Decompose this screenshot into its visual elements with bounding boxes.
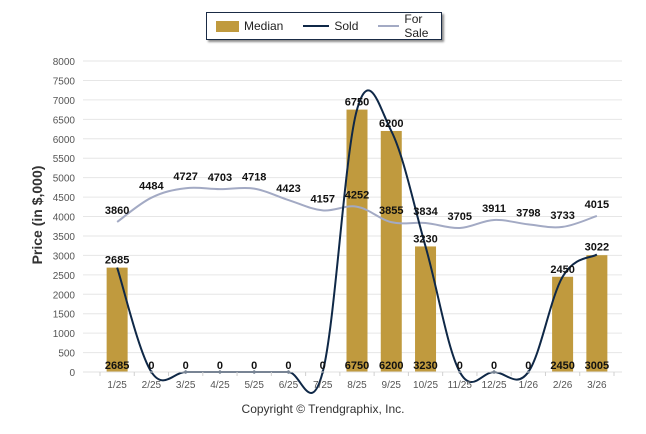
x-tick-label: 4/25 <box>210 380 230 391</box>
median-bar <box>586 255 608 372</box>
median-data-label: 0 <box>457 360 463 372</box>
x-tick-label: 3/25 <box>176 380 196 391</box>
x-tick-label: 12/25 <box>482 380 507 391</box>
for-sale-data-label: 3733 <box>550 210 574 222</box>
for-sale-data-label: 3798 <box>516 207 540 219</box>
x-tick-label: 8/25 <box>347 380 367 391</box>
legend: Median Sold For Sale <box>206 12 442 40</box>
x-tick-label: 1/25 <box>107 380 127 391</box>
for-sale-data-label: 4015 <box>585 199 609 211</box>
y-tick-label: 2500 <box>53 271 76 282</box>
sold-data-label: 2685 <box>105 255 129 267</box>
x-tick-label: 10/25 <box>413 380 438 391</box>
median-data-label: 0 <box>285 360 291 372</box>
sold-data-label: 6750 <box>345 97 369 109</box>
median-data-label: 0 <box>251 360 257 372</box>
median-data-label: 2450 <box>550 360 574 372</box>
median-bar <box>415 246 437 372</box>
for-sale-data-label: 3834 <box>413 206 438 218</box>
median-bar <box>346 109 368 372</box>
x-tick-label: 2/25 <box>142 380 162 391</box>
for-sale-swatch-icon <box>378 25 400 27</box>
median-bar <box>552 276 574 372</box>
median-data-label: 3005 <box>585 360 609 372</box>
median-data-label: 3230 <box>413 360 437 372</box>
y-tick-label: 0 <box>69 368 75 379</box>
y-tick-label: 7000 <box>53 96 76 107</box>
x-tick-label: 2/26 <box>553 380 573 391</box>
y-tick-label: 7500 <box>53 76 76 87</box>
for-sale-data-label: 3860 <box>105 205 129 217</box>
median-data-label: 0 <box>183 360 189 372</box>
copyright: Copyright © Trendgraphix, Inc. <box>241 402 405 416</box>
y-tick-label: 3000 <box>53 251 76 262</box>
median-bar <box>106 267 128 372</box>
for-sale-data-label: 4484 <box>139 181 164 193</box>
for-sale-data-label: 4423 <box>276 183 300 195</box>
x-axis: 1/25 2/25 3/25 4/25 5/25 6/25 7/25 8/25 9/25 10/2… <box>83 371 622 391</box>
y-tick-label: 8000 <box>53 57 76 68</box>
for-sale-data-label: 4703 <box>208 172 232 184</box>
sold-data-label: 3022 <box>585 242 609 254</box>
sold-swatch-icon <box>303 25 330 27</box>
y-axis-label: Price (in $,000) <box>29 165 45 265</box>
for-sale-series <box>116 186 598 229</box>
y-tick-label: 6000 <box>53 135 76 146</box>
median-data-label: 0 <box>217 360 223 372</box>
for-sale-data-label: 4727 <box>173 171 197 183</box>
median-data-label: 6750 <box>345 360 369 372</box>
median-bars <box>106 109 608 372</box>
y-tick-label: 1000 <box>53 329 76 340</box>
median-data-label: 0 <box>148 360 154 372</box>
y-tick-label: 5000 <box>53 174 76 185</box>
y-tick-label: 2000 <box>53 290 76 301</box>
sold-data-label: 6200 <box>379 118 403 130</box>
x-tick-label: 1/26 <box>519 380 539 391</box>
median-data-label: 6200 <box>379 360 403 372</box>
sold-data-label: 2450 <box>550 264 574 276</box>
x-tick-label: 7/25 <box>313 380 333 391</box>
median-data-label: 0 <box>491 360 497 372</box>
legend-item-for-sale[interactable]: For Sale <box>378 12 441 40</box>
for-sale-data-label: 4157 <box>310 193 334 205</box>
legend-item-sold[interactable]: Sold <box>303 19 358 33</box>
for-sale-line <box>116 186 598 229</box>
legend-item-median[interactable]: Median <box>216 19 283 33</box>
x-tick-label: 9/25 <box>382 380 402 391</box>
x-tick-label: 5/25 <box>244 380 264 391</box>
y-tick-label: 4500 <box>53 193 76 204</box>
x-tick-label: 11/25 <box>448 380 473 391</box>
y-tick-label: 500 <box>58 349 75 360</box>
for-sale-data-label: 3911 <box>482 203 506 215</box>
y-tick-label: 1500 <box>53 310 76 321</box>
median-data-label: 2685 <box>105 360 129 372</box>
y-tick-label: 5500 <box>53 154 76 165</box>
median-data-label: 0 <box>525 360 531 372</box>
y-tick-label: 3500 <box>53 232 76 243</box>
data-labels: 3860 4484 4727 4703 4718 4423 4157 4252 3855 3834… <box>105 97 609 372</box>
for-sale-data-label: 4718 <box>242 172 266 184</box>
legend-label-for-sale: For Sale <box>404 12 429 40</box>
y-tick-label: 6500 <box>53 115 76 126</box>
median-bar <box>380 130 402 372</box>
for-sale-data-label: 4252 <box>345 190 369 202</box>
for-sale-data-label: 3855 <box>379 205 403 217</box>
y-axis-ticks: 0 500 1000 1500 2000 2500 3000 3500 4000 4500 5000… <box>53 57 76 379</box>
x-tick-label: 6/25 <box>279 380 299 391</box>
for-sale-data-label: 3705 <box>448 211 472 223</box>
legend-label-median: Median <box>244 19 284 33</box>
y-tick-label: 4000 <box>53 213 76 224</box>
sold-data-label: 3230 <box>413 233 437 245</box>
x-tick-label: 3/26 <box>587 380 607 391</box>
median-swatch-icon <box>216 20 239 32</box>
median-data-label: 0 <box>320 360 326 372</box>
legend-label-sold: Sold <box>334 19 359 33</box>
